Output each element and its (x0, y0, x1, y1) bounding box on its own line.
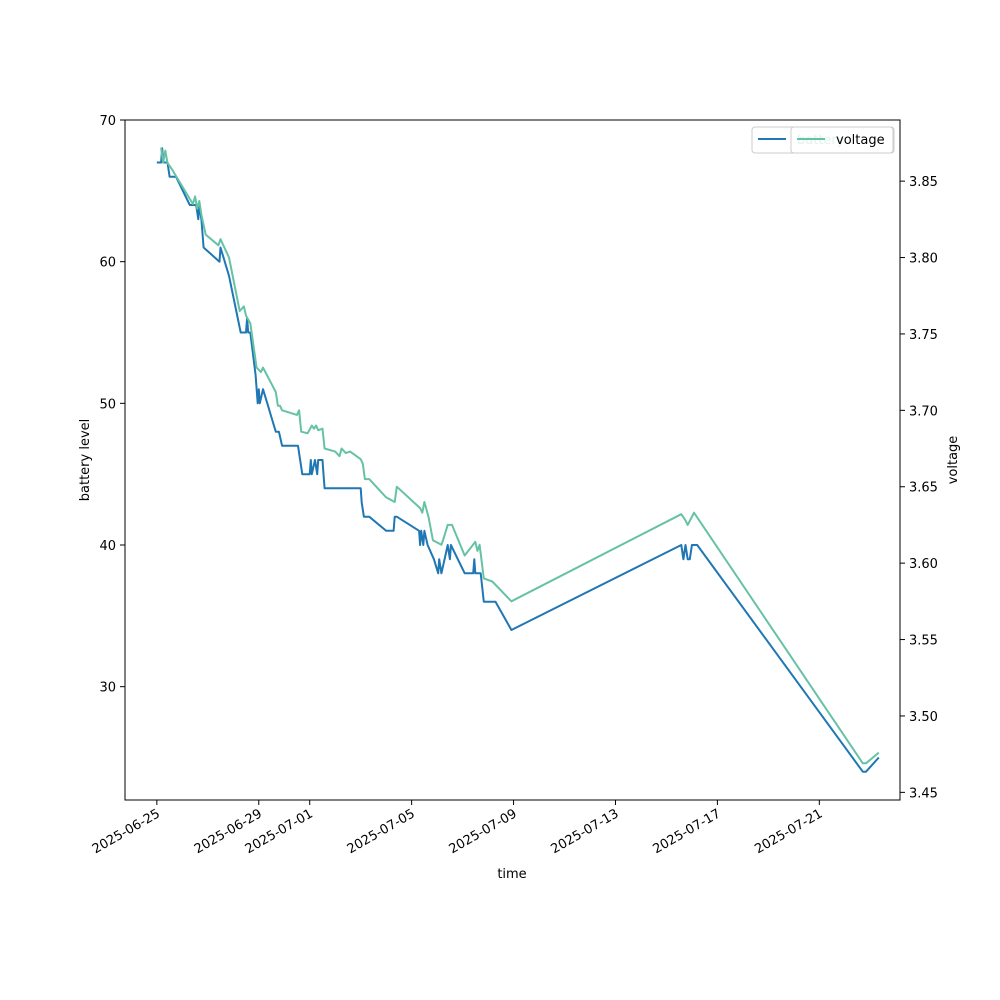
y-right-tick-label: 3.85 (909, 175, 938, 190)
y-axis-right-label: voltage (946, 436, 961, 485)
voltage-line (160, 147, 880, 765)
x-tick-label: 2025-07-05 (345, 806, 418, 857)
battery-line (156, 147, 880, 773)
y-right-tick-label: 3.45 (909, 786, 938, 801)
plot-frame (124, 119, 901, 801)
legend-voltage-box (790, 126, 894, 154)
legends: batteryvoltage (751, 126, 895, 154)
y-right-tick-label: 3.60 (909, 557, 938, 572)
x-tick-label: 2025-07-17 (650, 806, 723, 857)
y-right-tick-label: 3.75 (909, 328, 938, 343)
y-left-tick-label: 30 (99, 681, 116, 696)
legend-voltage: voltage (790, 126, 894, 154)
y-axis-left: 30 40 50 60 70 (99, 114, 125, 696)
y-left-tick-label: 60 (99, 256, 116, 271)
plot-border (124, 119, 901, 801)
y-axis-left-label: battery level (78, 419, 93, 502)
series-lines (156, 147, 880, 773)
y-left-tick-label: 50 (99, 397, 116, 412)
y-left-tick-label: 70 (99, 114, 116, 129)
y-right-tick-label: 3.55 (909, 634, 938, 649)
x-tick-label: 2025-07-21 (752, 806, 825, 857)
x-tick-label: 2025-07-09 (447, 806, 520, 857)
x-axis-label: time (497, 867, 526, 882)
x-tick-label: 2025-06-25 (90, 806, 163, 857)
plot-area (125, 120, 900, 800)
y-axis-right: 3.45 3.50 3.55 3.60 3.65 3.70 3.75 3.80 3.85 (900, 175, 938, 801)
y-right-tick-label: 3.70 (909, 404, 938, 419)
y-right-tick-label: 3.50 (909, 710, 938, 725)
y-right-tick-label: 3.65 (909, 481, 938, 496)
legend-voltage-label: voltage (836, 133, 885, 148)
y-left-tick-label: 40 (99, 539, 116, 554)
x-tick-label: 2025-07-13 (549, 806, 622, 857)
y-right-tick-label: 3.80 (909, 252, 938, 267)
